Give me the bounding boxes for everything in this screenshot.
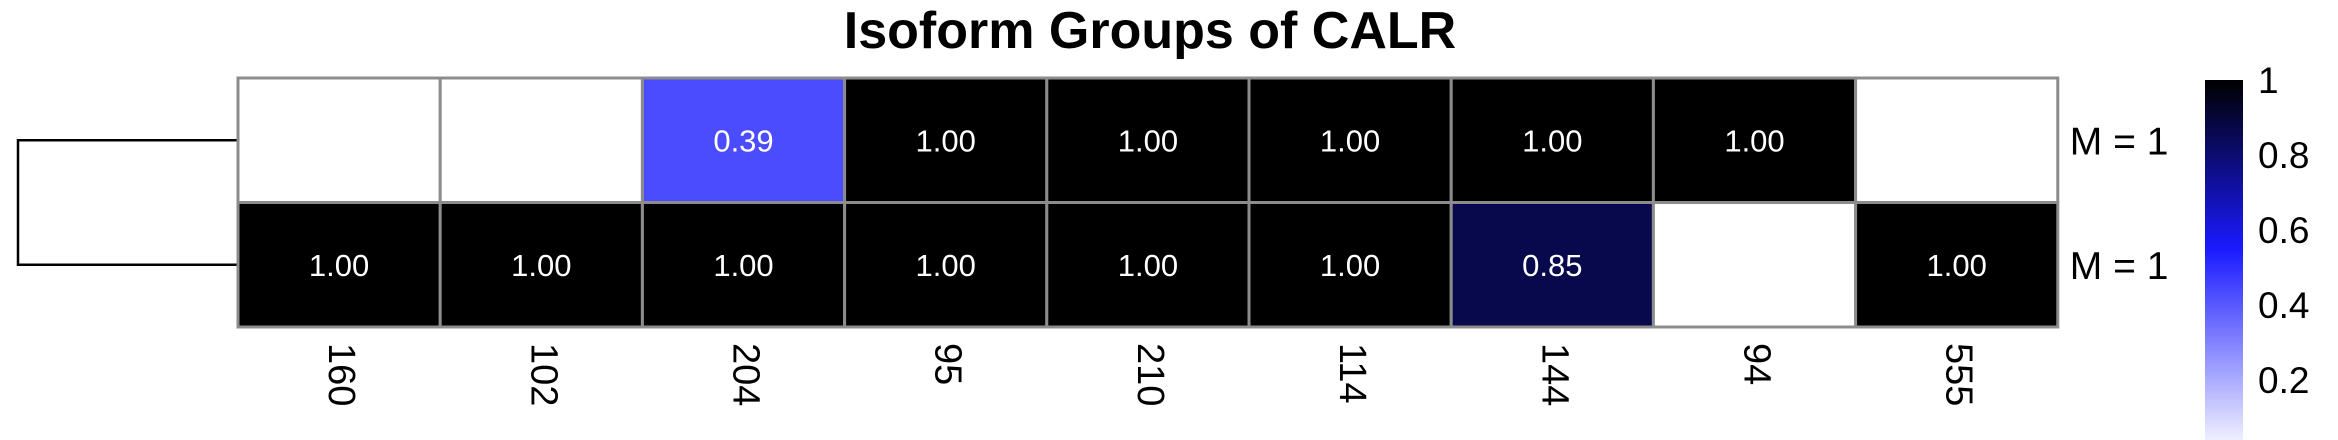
cell-value-label: 1.00: [1118, 123, 1178, 158]
column-label: 94: [1735, 343, 1777, 385]
heatmap-cell: [438, 201, 644, 329]
chart-title: Isoform Groups of CALR: [844, 2, 1456, 60]
row-label: M = 1: [2070, 120, 2169, 163]
cell-value-label: 0.85: [1522, 248, 1582, 283]
heatmap-cell: [236, 201, 442, 329]
heatmap-cell: [843, 76, 1049, 204]
cell-value-label: 1.00: [1320, 248, 1380, 283]
heatmap-cell: [1449, 201, 1655, 329]
heatmap-cell: [1854, 76, 2060, 204]
column-label: 204: [724, 343, 766, 406]
cell-value-label: 1.00: [1927, 248, 1987, 283]
heatmap-cell: [236, 76, 442, 204]
row-label: M = 1: [2070, 245, 2169, 288]
heatmap-cell: [438, 76, 644, 204]
column-label: 114: [1331, 343, 1373, 404]
dendrogram-branch: [16, 139, 238, 266]
cell-value-label: 1.00: [1118, 248, 1178, 283]
column-label: 95: [927, 343, 969, 385]
cell-value-label: 1.00: [1320, 123, 1380, 158]
heatmap-cell: [843, 201, 1049, 329]
cell-value-label: 1.00: [1724, 123, 1784, 158]
colorbar-tick-label: 0.4: [2258, 285, 2309, 326]
heatmap-cell: [640, 76, 847, 204]
heatmap-cell: [640, 201, 847, 329]
cell-value-label: 0.39: [713, 123, 773, 158]
heatmap-cells: 0.39 1.00 1.00 1.00 1.00 1.00 1.00 1.00 1.00 1.00…: [236, 76, 2060, 329]
column-label: 144: [1533, 343, 1575, 406]
colorbar-tick-label: 1: [2258, 60, 2279, 101]
colorbar-gradient: [2205, 80, 2243, 440]
heatmap-cell: [1854, 201, 2060, 329]
color-legend: 1 0.8 0.6 0.4 0.2 0: [2205, 60, 2309, 440]
colorbar-tick-label: 0: [2258, 435, 2279, 440]
cell-value-label: 1.00: [916, 123, 976, 158]
cell-value-label: 1.00: [309, 248, 369, 283]
colorbar-tick-label: 0.2: [2258, 360, 2309, 401]
cell-value-label: 1.00: [1522, 123, 1582, 158]
column-label: 210: [1129, 343, 1171, 406]
column-label: 160: [320, 343, 362, 406]
heatmap-cell: [1247, 201, 1453, 329]
colorbar-tick-label: 0.6: [2258, 210, 2309, 251]
column-label: 102: [522, 343, 564, 406]
colorbar-tick-label: 0.8: [2258, 135, 2309, 176]
cell-value-label: 1.00: [713, 248, 773, 283]
column-labels: 160 102 204 95 210 114 144 94 555: [320, 343, 1980, 406]
cell-value-label: 1.00: [511, 248, 571, 283]
heatmap-cell: [1651, 76, 1858, 204]
cell-value-label: 1.00: [916, 248, 976, 283]
heatmap-cell: [1651, 201, 1858, 329]
heatmap-cell: [1045, 76, 1251, 204]
row-dendrogram: [16, 139, 238, 266]
column-label: 555: [1938, 343, 1980, 406]
row-labels: M = 1 M = 1: [2070, 120, 2169, 288]
